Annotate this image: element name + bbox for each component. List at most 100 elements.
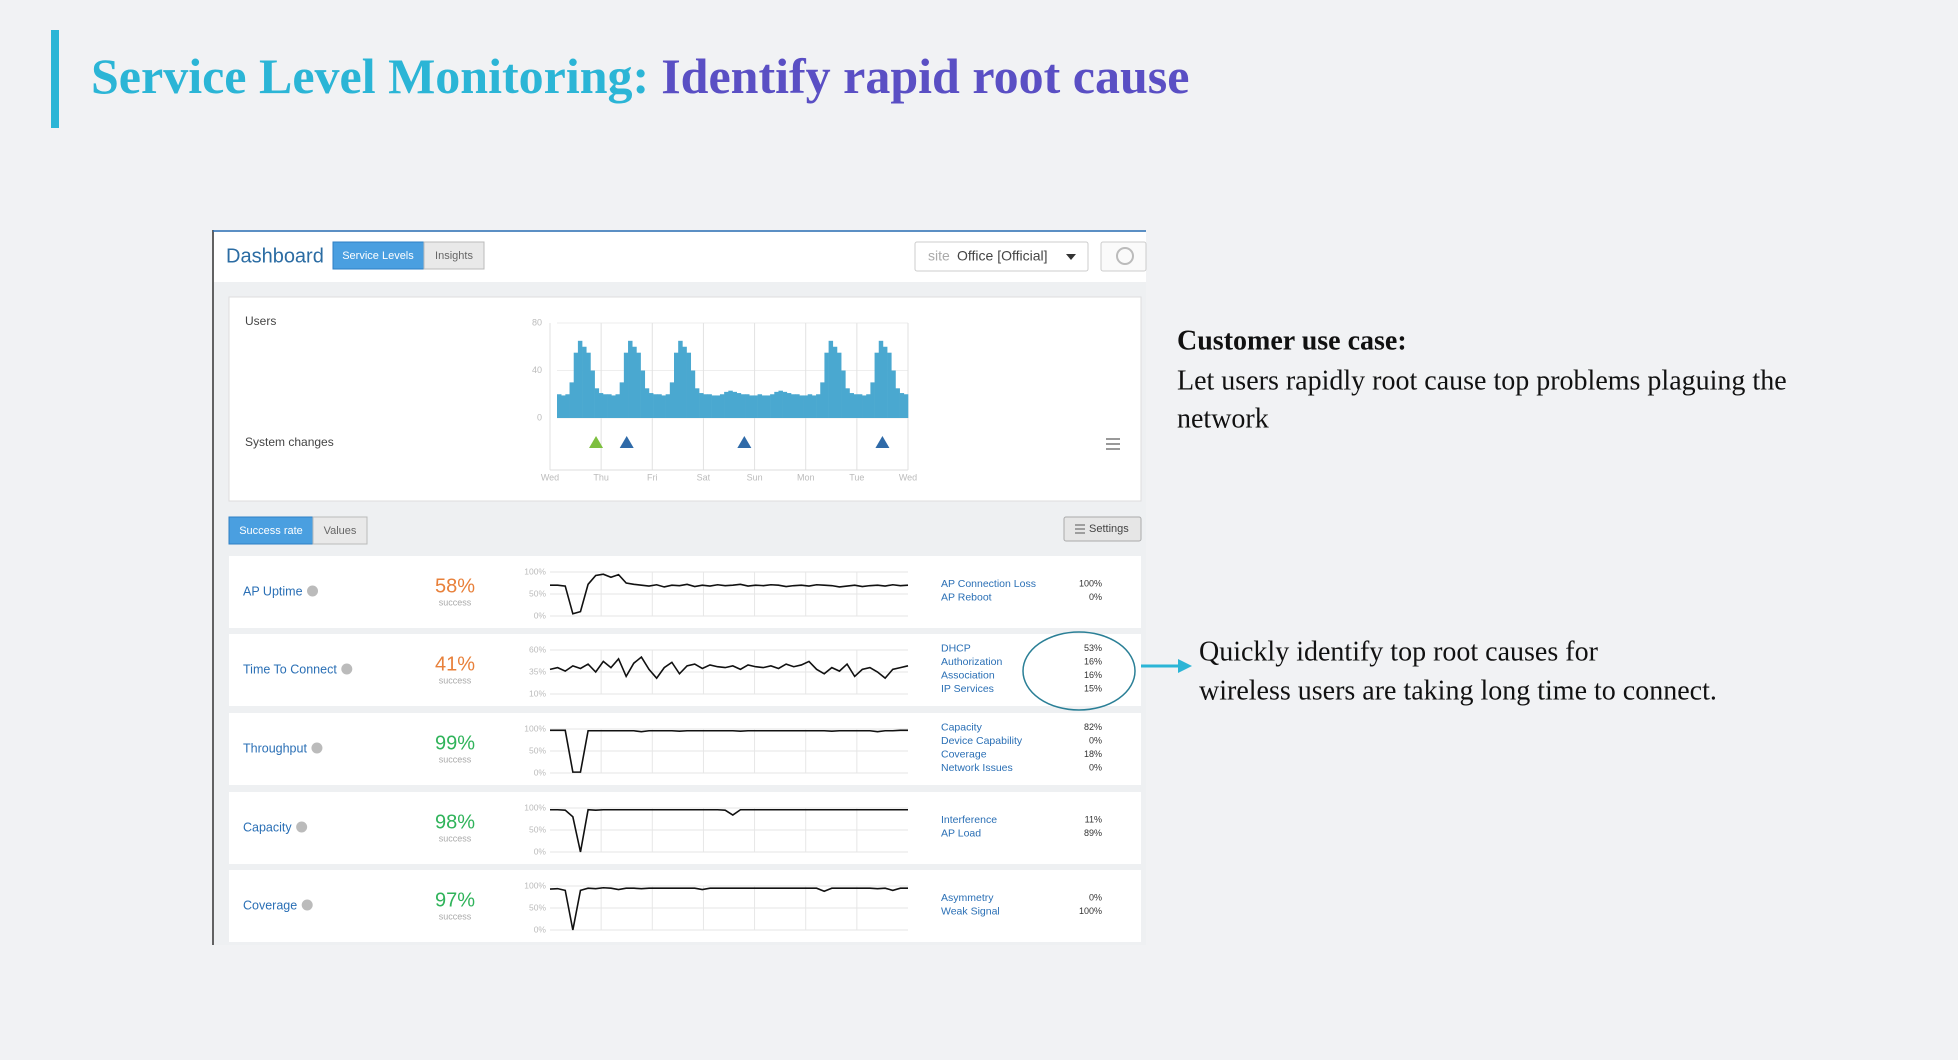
sle-sub: success — [439, 833, 472, 843]
user-bar — [707, 394, 712, 418]
y-tick-label: 0% — [534, 610, 547, 620]
cause-label: Association — [941, 670, 995, 682]
tab[interactable] — [423, 241, 485, 270]
user-bar — [648, 393, 654, 418]
system-change-marker — [589, 436, 604, 448]
cause-value: 82% — [1084, 722, 1102, 732]
cause-label: AP Load — [941, 828, 981, 840]
y-tick-label: 50% — [529, 824, 546, 834]
user-bar — [628, 340, 633, 418]
y-tick-label: 100% — [524, 802, 546, 812]
use-case-heading: Customer use case: — [1177, 325, 1407, 356]
tab-label: Service Levels — [342, 250, 414, 262]
site-label: site — [928, 248, 950, 264]
settings-icon — [1075, 524, 1085, 534]
user-bar — [895, 388, 900, 418]
user-bar — [770, 394, 775, 418]
cause-label: Capacity — [941, 722, 983, 734]
user-bar — [753, 395, 758, 418]
cause-value: 11% — [1085, 815, 1102, 825]
help-icon — [296, 821, 308, 833]
x-tick-label: Sat — [697, 472, 711, 482]
arrow-head — [1178, 659, 1192, 673]
user-bar — [878, 340, 884, 418]
sle-sub: success — [439, 754, 472, 764]
sle-percent: 58% — [435, 575, 475, 597]
toggle[interactable] — [312, 516, 368, 545]
user-bar — [636, 352, 641, 418]
y-tick-label: 100% — [524, 723, 546, 733]
user-bar — [661, 395, 666, 418]
user-bar — [724, 391, 729, 418]
cause-value: 100% — [1079, 906, 1102, 916]
user-bar — [611, 395, 616, 418]
y-tick-label: 0% — [534, 767, 547, 777]
user-bar — [824, 352, 829, 418]
cause-label: Coverage — [941, 749, 987, 761]
sle-name: Coverage — [243, 898, 297, 912]
user-bar — [899, 393, 905, 418]
y-tick-label: 35% — [529, 666, 546, 676]
user-bar — [619, 382, 625, 418]
help-icon — [307, 585, 319, 597]
cause-label: Device Capability — [941, 735, 1023, 747]
cause-label: Authorization — [941, 656, 1002, 668]
settings-button[interactable] — [1063, 516, 1142, 542]
tab[interactable] — [332, 241, 425, 270]
sle-card — [229, 870, 1141, 942]
tab-label: Insights — [435, 250, 473, 262]
user-bar — [582, 346, 587, 418]
y-tick-label: 0 — [537, 412, 542, 422]
cause-value: 89% — [1084, 828, 1102, 838]
sle-sub: success — [439, 911, 472, 921]
y-tick-label: 50% — [529, 588, 546, 598]
user-bar — [719, 394, 725, 418]
user-bar — [674, 352, 679, 418]
title-part: Identify rapid root cause — [661, 48, 1189, 104]
x-tick-label: Wed — [899, 472, 917, 482]
title-part: Service Level Monitoring: — [91, 48, 649, 104]
user-bar — [816, 394, 821, 418]
user-bar — [811, 395, 817, 418]
toggle[interactable] — [228, 516, 314, 545]
user-bar — [862, 395, 867, 418]
user-bar — [841, 370, 846, 418]
sle-percent: 97% — [435, 889, 475, 911]
cause-value: 100% — [1079, 579, 1102, 589]
cause-value: 18% — [1084, 749, 1102, 759]
callout-text: Quickly identify top root causes for — [1199, 636, 1599, 667]
y-tick-label: 100% — [524, 880, 546, 890]
user-bar — [615, 394, 620, 418]
user-bar — [607, 394, 612, 418]
user-bar — [590, 370, 595, 418]
y-tick-label: 10% — [529, 688, 546, 698]
user-bar — [569, 382, 575, 418]
user-bar — [778, 390, 783, 418]
sle-line — [550, 808, 908, 853]
x-tick-label: Mon — [797, 472, 815, 482]
x-tick-label: Sun — [747, 472, 763, 482]
user-bar — [640, 370, 646, 418]
user-bar — [828, 340, 834, 418]
y-tick-label: 50% — [529, 902, 546, 912]
help-icon — [341, 663, 353, 675]
user-bar — [715, 395, 721, 418]
sle-percent: 99% — [435, 732, 475, 754]
user-bar — [602, 394, 608, 418]
user-bar — [728, 390, 733, 418]
settings-label: Settings — [1089, 523, 1129, 535]
sle-name: Time To Connect — [243, 662, 337, 676]
cause-label: Asymmetry — [941, 892, 994, 904]
user-bar — [653, 394, 658, 418]
help-icon — [301, 899, 313, 911]
user-bar — [557, 394, 562, 418]
user-bar — [565, 394, 570, 418]
user-bar — [774, 391, 779, 418]
dashboard-title: Dashboard — [226, 245, 324, 267]
y-tick-label: 50% — [529, 745, 546, 755]
cause-label: DHCP — [941, 643, 971, 655]
sle-name: Throughput — [243, 741, 307, 755]
time-button[interactable] — [1100, 241, 1147, 272]
site-dropdown[interactable] — [914, 241, 1089, 272]
cause-value: 16% — [1084, 657, 1102, 667]
